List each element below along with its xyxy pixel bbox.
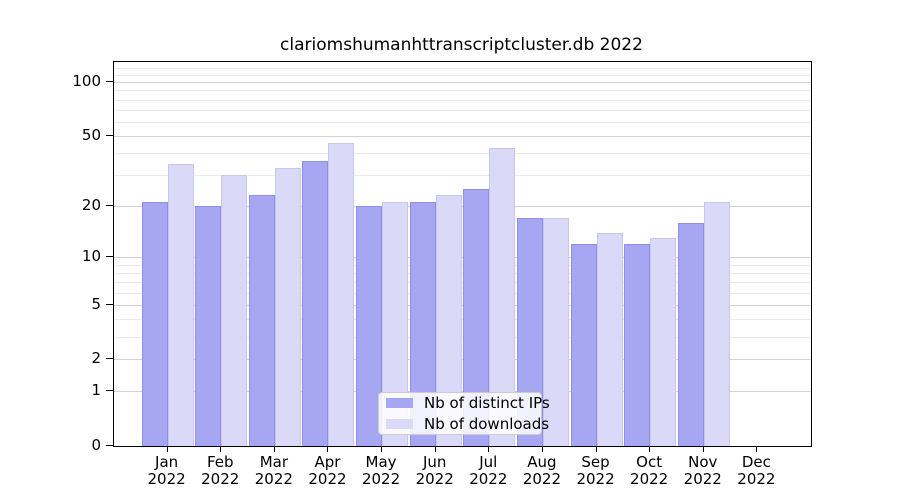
minor-gridline xyxy=(114,292,811,294)
y-tick-label: 1 xyxy=(91,381,101,400)
x-tick-label: Nov 2022 xyxy=(683,453,722,488)
major-gridline xyxy=(114,256,811,258)
legend-swatch-distinct-ips xyxy=(386,398,413,408)
minor-gridline xyxy=(114,153,811,155)
x-tick-mark xyxy=(649,446,651,452)
x-tick-mark xyxy=(273,446,275,452)
x-tick-mark xyxy=(702,446,704,452)
x-tick-label: Feb 2022 xyxy=(201,453,240,488)
legend-swatch-downloads xyxy=(386,419,413,429)
x-tick-label: Sep 2022 xyxy=(576,453,615,488)
plot-area xyxy=(113,61,812,447)
bar-distinct-ips xyxy=(141,202,168,446)
minor-gridline xyxy=(114,282,811,284)
bar-downloads xyxy=(328,142,355,446)
y-tick-label: 20 xyxy=(81,196,101,215)
legend-label-downloads: Nb of downloads xyxy=(424,415,550,433)
x-tick-label: Jan 2022 xyxy=(147,453,186,488)
y-tick-label: 0 xyxy=(91,436,101,454)
minor-gridline xyxy=(114,175,811,177)
y-tick-mark xyxy=(106,255,113,257)
y-tick-mark xyxy=(106,81,113,83)
x-tick-label: Jun 2022 xyxy=(415,453,454,488)
x-tick-mark xyxy=(756,446,758,452)
y-tick-mark xyxy=(106,390,113,392)
major-gridline xyxy=(114,359,811,361)
y-tick-label: 10 xyxy=(81,246,101,265)
minor-gridline xyxy=(114,272,811,274)
x-tick-label: Apr 2022 xyxy=(308,453,347,488)
y-tick-mark xyxy=(106,135,113,137)
y-tick-label: 50 xyxy=(81,126,101,145)
bar-downloads xyxy=(596,232,623,446)
y-tick-label: 2 xyxy=(91,349,101,368)
legend-row-distinct-ips: Nb of distinct IPs xyxy=(386,394,550,412)
y-tick-mark xyxy=(106,205,113,207)
minor-gridline xyxy=(114,319,811,321)
major-gridline xyxy=(114,82,811,84)
bar-downloads xyxy=(221,175,248,446)
x-tick-mark xyxy=(166,446,168,452)
major-gridline xyxy=(114,206,811,208)
x-tick-mark xyxy=(488,446,490,452)
x-tick-mark xyxy=(595,446,597,452)
bar-downloads xyxy=(167,163,194,446)
minor-gridline xyxy=(114,67,811,69)
y-tick-label: 5 xyxy=(91,294,101,313)
x-tick-label: Dec 2022 xyxy=(737,453,776,488)
x-tick-label: Jul 2022 xyxy=(469,453,508,488)
minor-gridline xyxy=(114,109,811,111)
bar-distinct-ips xyxy=(195,206,222,446)
x-tick-label: May 2022 xyxy=(361,453,401,488)
x-tick-label: Aug 2022 xyxy=(522,453,562,488)
y-tick-mark xyxy=(106,445,113,446)
bar-downloads xyxy=(542,218,569,446)
bar-distinct-ips xyxy=(302,161,329,446)
bar-distinct-ips xyxy=(570,243,597,446)
minor-gridline xyxy=(114,264,811,266)
y-tick-mark xyxy=(106,358,113,360)
bar-distinct-ips xyxy=(677,222,704,446)
y-tick-mark xyxy=(106,303,113,305)
major-gridline xyxy=(114,391,811,393)
x-tick-mark xyxy=(381,446,383,452)
legend-label-distinct-ips: Nb of distinct IPs xyxy=(424,394,550,412)
major-gridline xyxy=(114,304,811,306)
minor-gridline xyxy=(114,121,811,123)
legend-row-downloads: Nb of downloads xyxy=(386,415,549,433)
x-tick-mark xyxy=(220,446,222,452)
x-tick-mark xyxy=(434,446,436,452)
x-tick-label: Oct 2022 xyxy=(630,453,669,488)
minor-gridline xyxy=(114,90,811,92)
x-tick-mark xyxy=(327,446,329,452)
bar-downloads xyxy=(650,237,677,446)
minor-gridline xyxy=(114,336,811,338)
major-gridline xyxy=(114,136,811,138)
bar-downloads xyxy=(274,168,301,446)
bar-distinct-ips xyxy=(624,243,651,446)
bar-distinct-ips xyxy=(248,195,275,446)
x-tick-mark xyxy=(541,446,543,452)
minor-gridline xyxy=(114,74,811,76)
bar-distinct-ips xyxy=(356,206,383,446)
x-tick-label: Mar 2022 xyxy=(254,453,293,488)
legend: Nb of distinct IPs Nb of downloads xyxy=(378,392,550,435)
y-tick-label: 100 xyxy=(72,72,101,91)
chart-title: clariomshumanhttranscriptcluster.db 2022 xyxy=(280,35,643,55)
bar-downloads xyxy=(703,202,730,446)
minor-gridline xyxy=(114,99,811,101)
